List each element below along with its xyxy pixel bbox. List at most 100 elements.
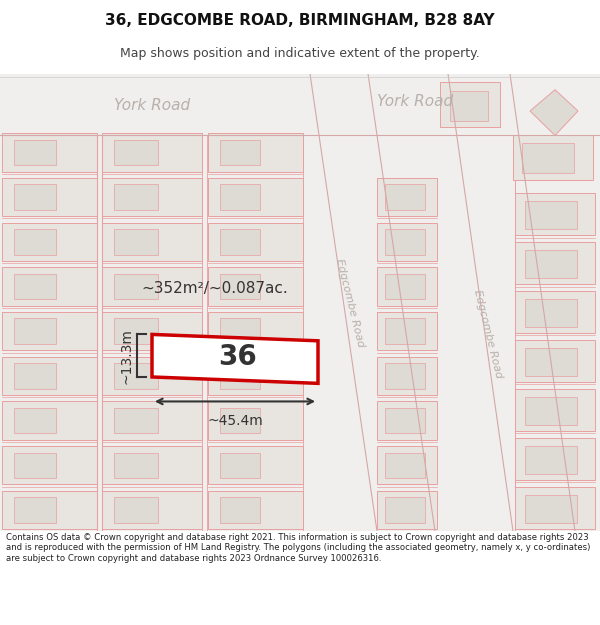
Bar [515,487,595,529]
Bar [377,491,437,529]
Bar [522,143,574,172]
Bar [208,491,303,529]
Bar [525,201,577,229]
Bar [440,82,500,127]
Bar [2,222,97,261]
Bar [385,319,425,344]
Bar [525,348,577,376]
Bar [525,398,577,425]
Bar [220,140,260,165]
Bar [14,408,56,433]
Polygon shape [448,74,575,531]
Text: Contains OS data © Crown copyright and database right 2021. This information is : Contains OS data © Crown copyright and d… [6,533,590,563]
Bar [114,274,158,299]
Bar [525,446,577,474]
Text: Edgcombe Road: Edgcombe Road [472,289,504,380]
Bar [14,140,56,165]
Bar [377,312,437,351]
Bar [14,319,56,344]
Bar [220,184,260,210]
Bar [2,268,97,306]
Bar [14,363,56,389]
Bar [102,357,202,395]
Bar [208,312,303,351]
Bar [102,401,202,440]
Bar [525,299,577,327]
Bar [377,222,437,261]
Bar [2,178,97,216]
Bar [2,401,97,440]
Bar [377,268,437,306]
Bar [208,178,303,216]
Bar [114,184,158,210]
Bar [377,357,437,395]
Text: ~45.4m: ~45.4m [207,414,263,428]
Text: Map shows position and indicative extent of the property.: Map shows position and indicative extent… [120,47,480,59]
Bar [14,229,56,254]
Bar [515,340,595,382]
Bar [2,312,97,351]
Bar [114,140,158,165]
Bar [102,491,202,529]
Bar [515,193,595,236]
Bar [515,291,595,333]
Bar [385,274,425,299]
Bar [513,136,593,180]
Text: ~352m²/~0.087ac.: ~352m²/~0.087ac. [142,281,289,296]
Bar [220,229,260,254]
Bar [385,184,425,210]
Bar [2,133,97,172]
Bar [114,452,158,478]
Bar [515,438,595,480]
Bar [377,401,437,440]
Bar [220,452,260,478]
Bar [14,184,56,210]
Bar [114,498,158,522]
Bar [208,446,303,484]
Bar [220,274,260,299]
Bar [385,408,425,433]
Text: York Road: York Road [377,94,453,109]
Bar [377,446,437,484]
Bar [14,498,56,522]
Text: 36, EDGCOMBE ROAD, BIRMINGHAM, B28 8AY: 36, EDGCOMBE ROAD, BIRMINGHAM, B28 8AY [105,13,495,28]
Bar [385,363,425,389]
Bar [220,363,260,389]
Bar [385,229,425,254]
Bar [2,357,97,395]
Bar [377,178,437,216]
Bar [102,178,202,216]
Text: ~13.3m: ~13.3m [119,328,133,384]
Polygon shape [152,334,318,383]
Bar [525,251,577,278]
Bar [515,242,595,284]
Bar [220,408,260,433]
Bar [208,133,303,172]
Bar [114,319,158,344]
Bar [102,446,202,484]
Bar [208,401,303,440]
Bar [114,408,158,433]
Bar [14,452,56,478]
Bar [102,133,202,172]
Bar [525,495,577,522]
Text: 36: 36 [218,342,257,371]
Bar [14,274,56,299]
Bar [2,491,97,529]
Bar [102,268,202,306]
Bar [208,268,303,306]
Bar [0,74,600,138]
Polygon shape [530,90,578,136]
Text: Edgcombe Road: Edgcombe Road [334,257,366,348]
Bar [385,498,425,522]
Bar [450,91,488,121]
Bar [220,498,260,522]
Bar [208,222,303,261]
Bar [114,229,158,254]
Bar [208,357,303,395]
Bar [102,312,202,351]
Bar [385,452,425,478]
Bar [515,389,595,431]
Bar [114,363,158,389]
Polygon shape [310,74,435,531]
